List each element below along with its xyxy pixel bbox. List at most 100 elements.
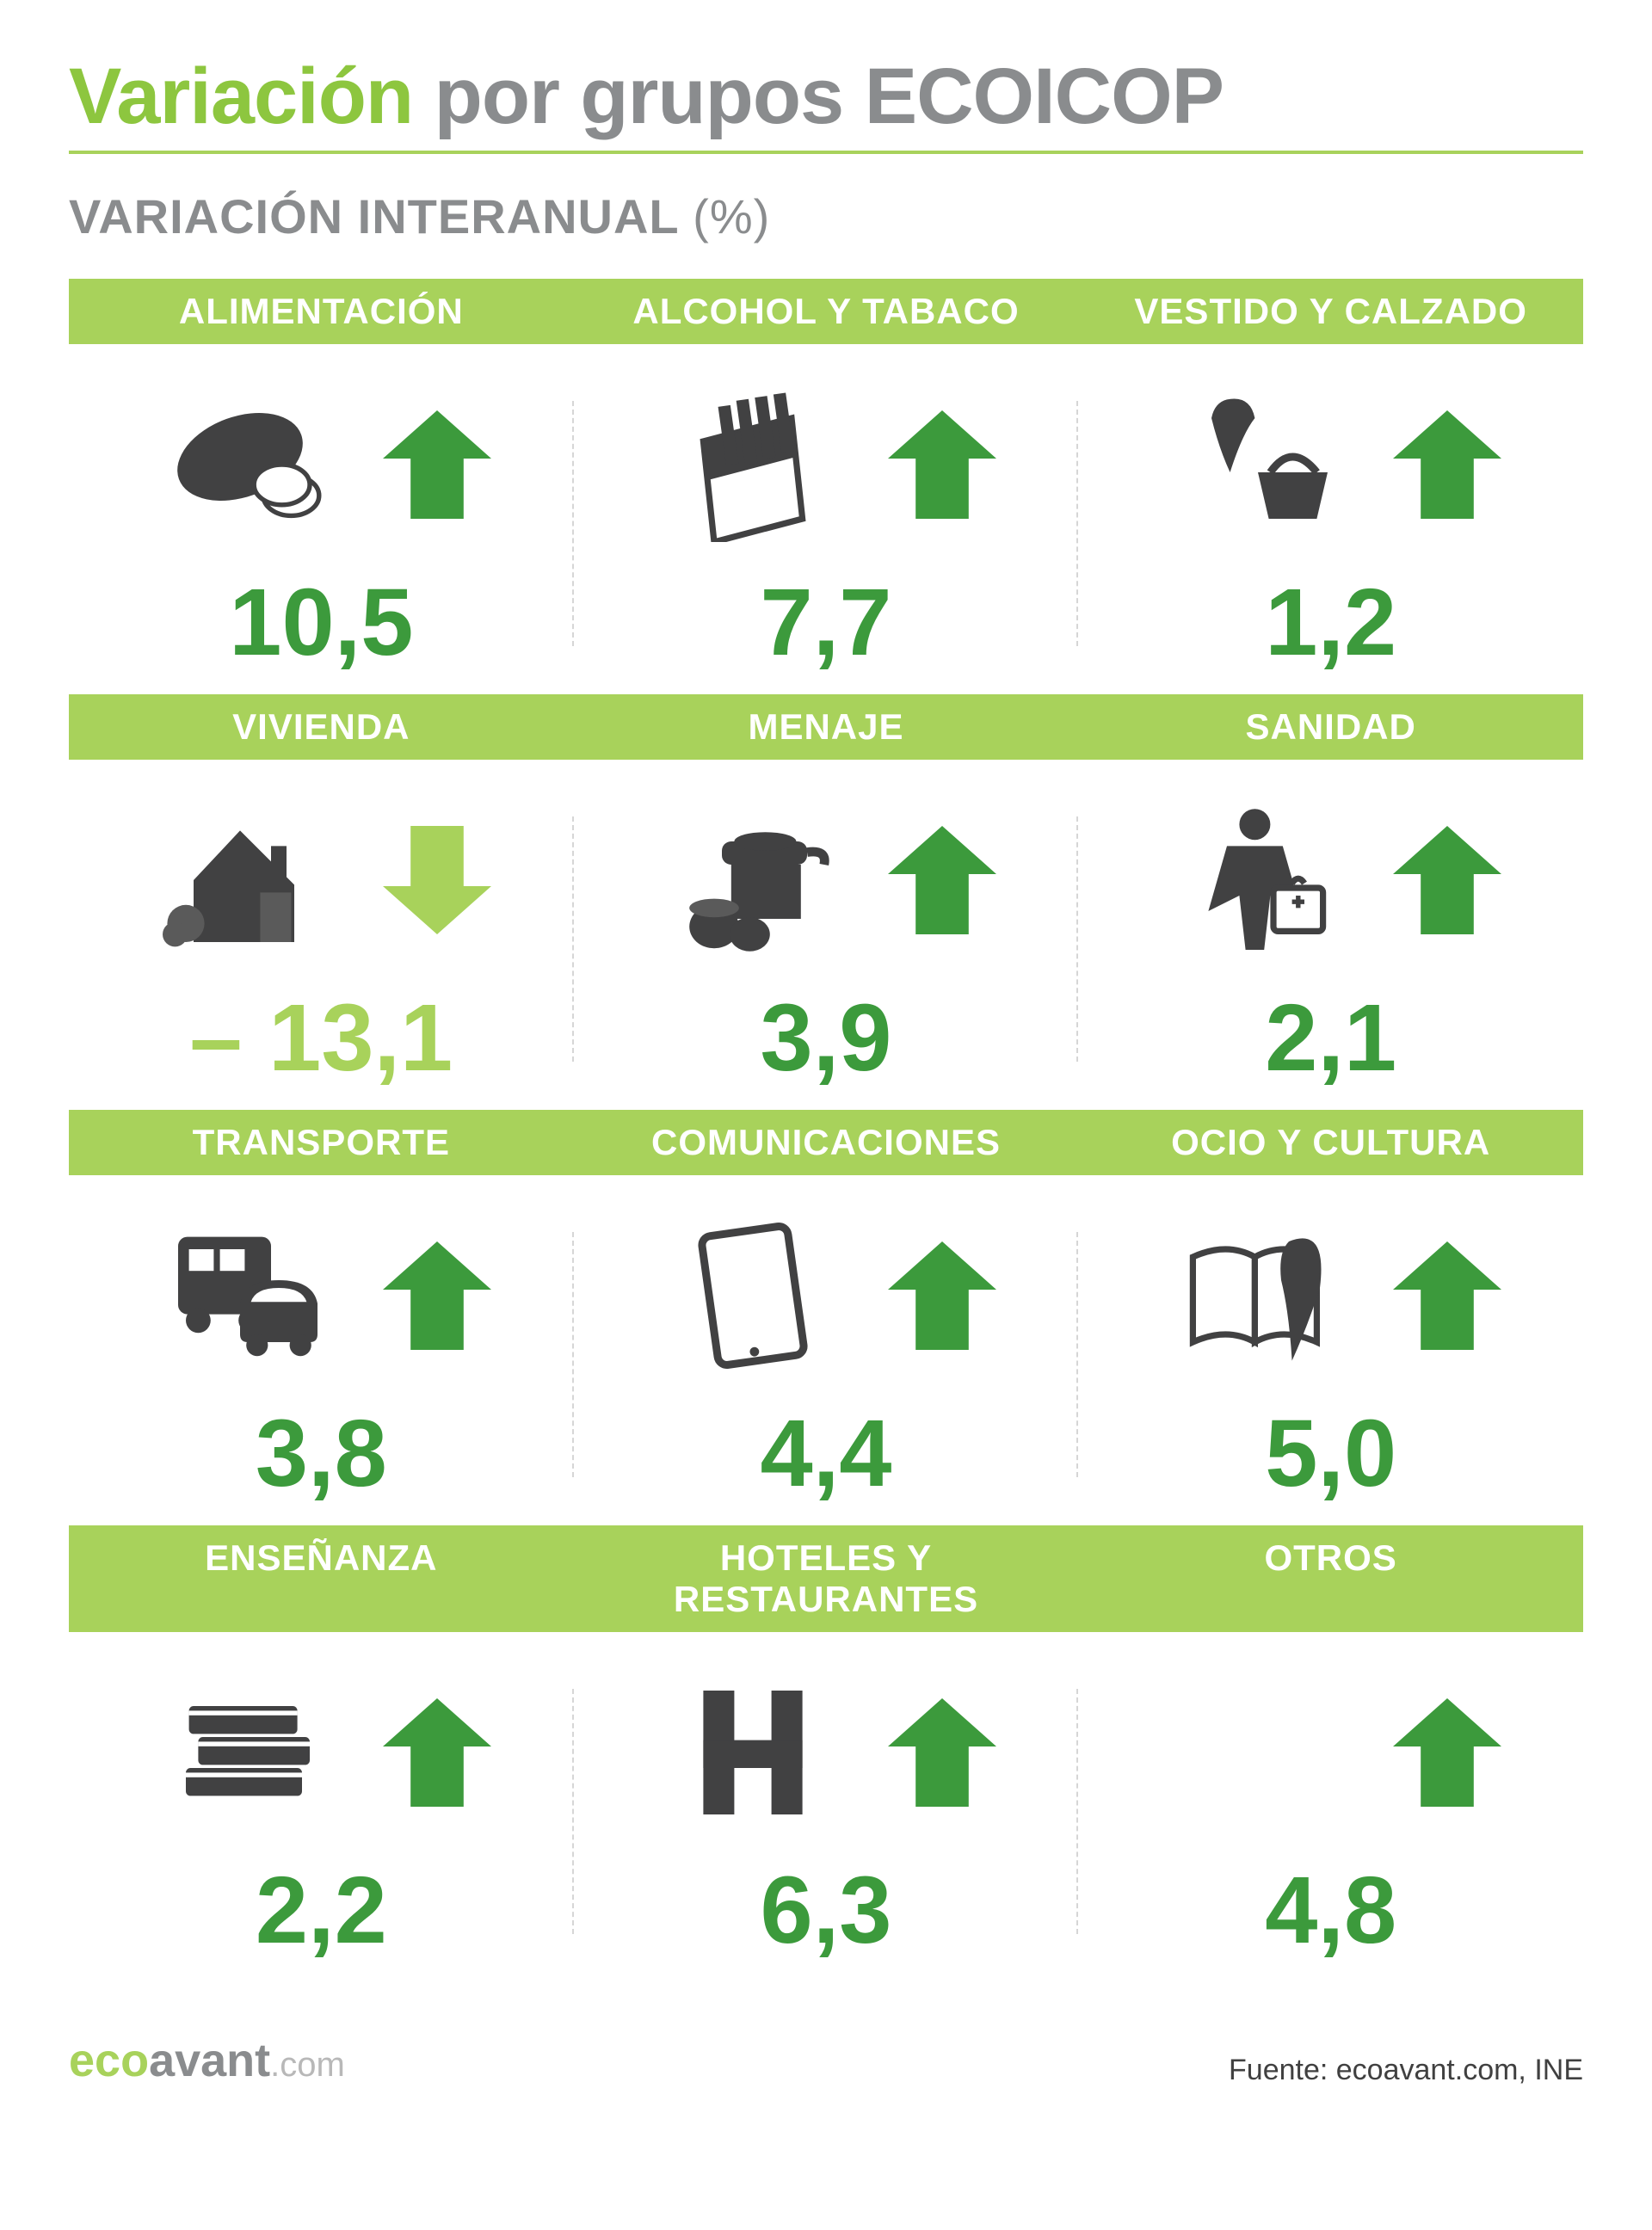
category-body-row: 10,5 7,7 1,2	[69, 344, 1583, 694]
category-header-row: ENSEÑANZAHOTELES Y RESTAURANTESOTROS	[69, 1525, 1583, 1632]
category-value: 4,4	[761, 1399, 892, 1508]
subtitle-label: VARIACIÓN INTERANUAL	[69, 189, 679, 243]
category-header-row: TRANSPORTECOMUNICACIONESOCIO Y CULTURA	[69, 1110, 1583, 1175]
category-cell: 7,7	[574, 370, 1079, 677]
icon-row	[650, 785, 1002, 975]
subtitle-unit: (%)	[693, 189, 770, 243]
icon-row	[1155, 1658, 1507, 1847]
category-cell: 10,5	[69, 370, 574, 677]
subtitle: VARIACIÓN INTERANUAL (%)	[69, 188, 1583, 244]
icon-row	[1155, 785, 1507, 975]
category-icon-slot	[650, 794, 856, 966]
category-icon-slot	[145, 1666, 351, 1839]
source-text: Fuente: ecoavant.com, INE	[1229, 2054, 1583, 2087]
category-icon-slot	[145, 794, 351, 966]
category-value: 4,8	[1265, 1856, 1396, 1965]
category-value: 1,2	[1265, 568, 1396, 677]
category-icon-slot	[1155, 1210, 1361, 1382]
icon-row	[1155, 370, 1507, 559]
title-part-3: ECOICOP	[865, 52, 1224, 140]
house-icon	[162, 803, 334, 958]
icon-row	[650, 1201, 1002, 1390]
category-value: 3,9	[761, 983, 892, 1093]
category-icon-slot	[145, 1210, 351, 1382]
category-label: OTROS	[1078, 1537, 1583, 1620]
category-value: 7,7	[761, 568, 892, 677]
category-icon-slot	[1155, 379, 1361, 551]
category-cell: – 13,1	[69, 785, 574, 1093]
category-header-row: VIVIENDAMENAJESANIDAD	[69, 694, 1583, 760]
arrow-up-icon	[377, 1692, 497, 1813]
category-value: 6,3	[761, 1856, 892, 1965]
category-label: COMUNICACIONES	[574, 1122, 1079, 1163]
category-icon-slot	[1155, 1666, 1361, 1839]
icon-row	[145, 1658, 497, 1847]
category-header-row: ALIMENTACIÓNALCOHOL Y TABACOVESTIDO Y CA…	[69, 279, 1583, 344]
arrow-up-icon	[882, 1692, 1002, 1813]
category-icon-slot	[650, 379, 856, 551]
footer: ecoavant.com Fuente: ecoavant.com, INE	[69, 2034, 1583, 2087]
hotel-icon	[667, 1675, 839, 1830]
books-icon	[162, 1675, 334, 1830]
arrow-down-icon	[377, 820, 497, 940]
icon-row	[650, 370, 1002, 559]
category-body-row: 3,8 4,4 5,0	[69, 1175, 1583, 1525]
logo-eco: eco	[69, 2035, 149, 2086]
category-cell: 2,2	[69, 1658, 574, 1965]
tablet-icon	[667, 1218, 839, 1373]
icon-row	[145, 785, 497, 975]
arrow-up-icon	[377, 404, 497, 525]
title-divider	[69, 151, 1583, 154]
category-cell: 4,8	[1078, 1658, 1583, 1965]
category-icon-slot	[650, 1210, 856, 1382]
category-cell: 2,1	[1078, 785, 1583, 1093]
category-cell: 1,2	[1078, 370, 1583, 677]
category-cell: 3,9	[574, 785, 1079, 1093]
category-label: TRANSPORTE	[69, 1122, 574, 1163]
icon-row	[1155, 1201, 1507, 1390]
category-label: MENAJE	[574, 706, 1079, 748]
arrow-up-icon	[882, 404, 1002, 525]
bus-car-icon	[162, 1218, 334, 1373]
book-quill-icon	[1172, 1218, 1344, 1373]
arrow-up-icon	[882, 1235, 1002, 1356]
logo-dotcom: .com	[270, 2046, 345, 2084]
category-value: 3,8	[256, 1399, 387, 1508]
category-label: HOTELES Y RESTAURANTES	[574, 1537, 1079, 1620]
category-label: VESTIDO Y CALZADO	[1078, 291, 1583, 332]
category-icon-slot	[650, 1666, 856, 1839]
category-label: VIVIENDA	[69, 706, 574, 748]
category-label: ENSEÑANZA	[69, 1537, 574, 1620]
category-label: SANIDAD	[1078, 706, 1583, 748]
category-body-row: – 13,1 3,9 2,1	[69, 760, 1583, 1110]
cigarette-icon	[667, 387, 839, 542]
category-label: OCIO Y CULTURA	[1078, 1122, 1583, 1163]
page-title: Variación por grupos ECOICOP	[69, 52, 1583, 142]
logo-avant: avant	[149, 2035, 270, 2086]
category-icon-slot	[1155, 794, 1361, 966]
arrow-up-icon	[1387, 1235, 1507, 1356]
arrow-up-icon	[1387, 1692, 1507, 1813]
category-body-row: 2,2 6,3 4,8	[69, 1632, 1583, 1982]
category-label: ALIMENTACIÓN	[69, 291, 574, 332]
arrow-up-icon	[1387, 404, 1507, 525]
title-part-2: por grupos	[435, 52, 844, 140]
category-value: – 13,1	[189, 983, 453, 1093]
kitchen-icon	[667, 803, 839, 958]
category-cell: 3,8	[69, 1201, 574, 1508]
category-value: 2,1	[1265, 983, 1396, 1093]
arrow-up-icon	[1387, 820, 1507, 940]
infographic-grid: ALIMENTACIÓNALCOHOL Y TABACOVESTIDO Y CA…	[69, 279, 1583, 1982]
icon-row	[145, 1201, 497, 1390]
category-cell: 5,0	[1078, 1201, 1583, 1508]
category-label: ALCOHOL Y TABACO	[574, 291, 1079, 332]
category-icon-slot	[145, 379, 351, 551]
category-value: 10,5	[229, 568, 413, 677]
category-cell: 6,3	[574, 1658, 1079, 1965]
category-value: 5,0	[1265, 1399, 1396, 1508]
logo: ecoavant.com	[69, 2034, 345, 2087]
clothes-icon	[1172, 387, 1344, 542]
bread-icon	[162, 387, 334, 542]
icon-row	[650, 1658, 1002, 1847]
category-value: 2,2	[256, 1856, 387, 1965]
